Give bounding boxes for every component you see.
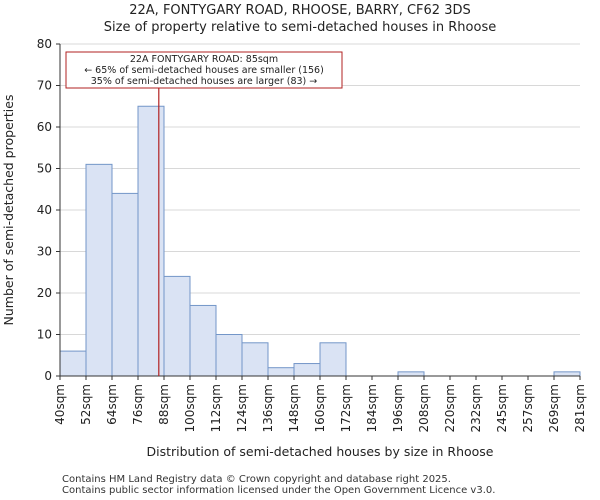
histogram-bar bbox=[553, 371, 581, 377]
histogram-bar bbox=[293, 363, 321, 377]
x-tick-label: 232sqm bbox=[469, 384, 483, 432]
x-tick-label: 124sqm bbox=[235, 384, 249, 432]
y-tick-label: 10 bbox=[37, 328, 52, 342]
x-tick-label: 148sqm bbox=[287, 384, 301, 432]
annotation-line: 22A FONTYGARY ROAD: 85sqm bbox=[130, 54, 278, 65]
x-tick-label: 220sqm bbox=[443, 384, 457, 432]
y-tick-label: 40 bbox=[37, 203, 52, 217]
x-tick-label: 160sqm bbox=[313, 384, 327, 432]
y-tick-label: 80 bbox=[37, 37, 52, 51]
x-tick-label: 257sqm bbox=[521, 384, 535, 432]
x-tick-label: 40sqm bbox=[53, 384, 67, 425]
histogram-bar bbox=[397, 371, 425, 377]
x-tick-label: 281sqm bbox=[573, 384, 587, 432]
histogram-bar bbox=[241, 342, 269, 377]
y-axis-title: Number of semi-detached properties bbox=[1, 95, 16, 326]
histogram-bar bbox=[319, 342, 347, 377]
x-tick-label: 172sqm bbox=[339, 384, 353, 432]
histogram-bar bbox=[189, 304, 217, 377]
footer-line-2: Contains public sector information licen… bbox=[62, 485, 496, 496]
y-tick-label: 20 bbox=[37, 286, 52, 300]
annotation-line: ← 65% of semi-detached houses are smalle… bbox=[84, 65, 324, 76]
y-tick-label: 0 bbox=[44, 369, 52, 383]
x-axis-title: Distribution of semi-detached houses by … bbox=[146, 444, 493, 459]
histogram-bar bbox=[267, 367, 295, 377]
histogram-bar bbox=[59, 350, 87, 377]
x-tick-label: 100sqm bbox=[183, 384, 197, 432]
x-tick-label: 245sqm bbox=[495, 384, 509, 432]
x-tick-label: 52sqm bbox=[79, 384, 93, 425]
x-tick-label: 269sqm bbox=[547, 384, 561, 432]
chart-title: 22A, FONTYGARY ROAD, RHOOSE, BARRY, CF62… bbox=[129, 3, 471, 18]
histogram-bar bbox=[85, 163, 113, 377]
x-tick-label: 64sqm bbox=[105, 384, 119, 425]
x-tick-label: 196sqm bbox=[391, 384, 405, 432]
histogram-bar bbox=[111, 192, 139, 377]
annotation-line: 35% of semi-detached houses are larger (… bbox=[91, 76, 318, 87]
x-tick-label: 208sqm bbox=[417, 384, 431, 432]
y-tick-label: 70 bbox=[37, 79, 52, 93]
annotation-box bbox=[65, 51, 343, 89]
footer-line-1: Contains HM Land Registry data © Crown c… bbox=[62, 474, 451, 485]
histogram-bar bbox=[163, 275, 191, 377]
y-tick-label: 60 bbox=[37, 120, 52, 134]
x-tick-label: 76sqm bbox=[131, 384, 145, 425]
x-tick-label: 112sqm bbox=[209, 384, 223, 432]
x-tick-label: 136sqm bbox=[261, 384, 275, 432]
y-tick-label: 50 bbox=[37, 162, 52, 176]
y-tick-label: 30 bbox=[37, 245, 52, 259]
chart-subtitle: Size of property relative to semi-detach… bbox=[103, 20, 497, 35]
histogram-bar bbox=[215, 334, 243, 377]
x-tick-label: 88sqm bbox=[157, 384, 171, 425]
x-tick-label: 184sqm bbox=[365, 384, 379, 432]
histogram-bar bbox=[137, 105, 165, 377]
